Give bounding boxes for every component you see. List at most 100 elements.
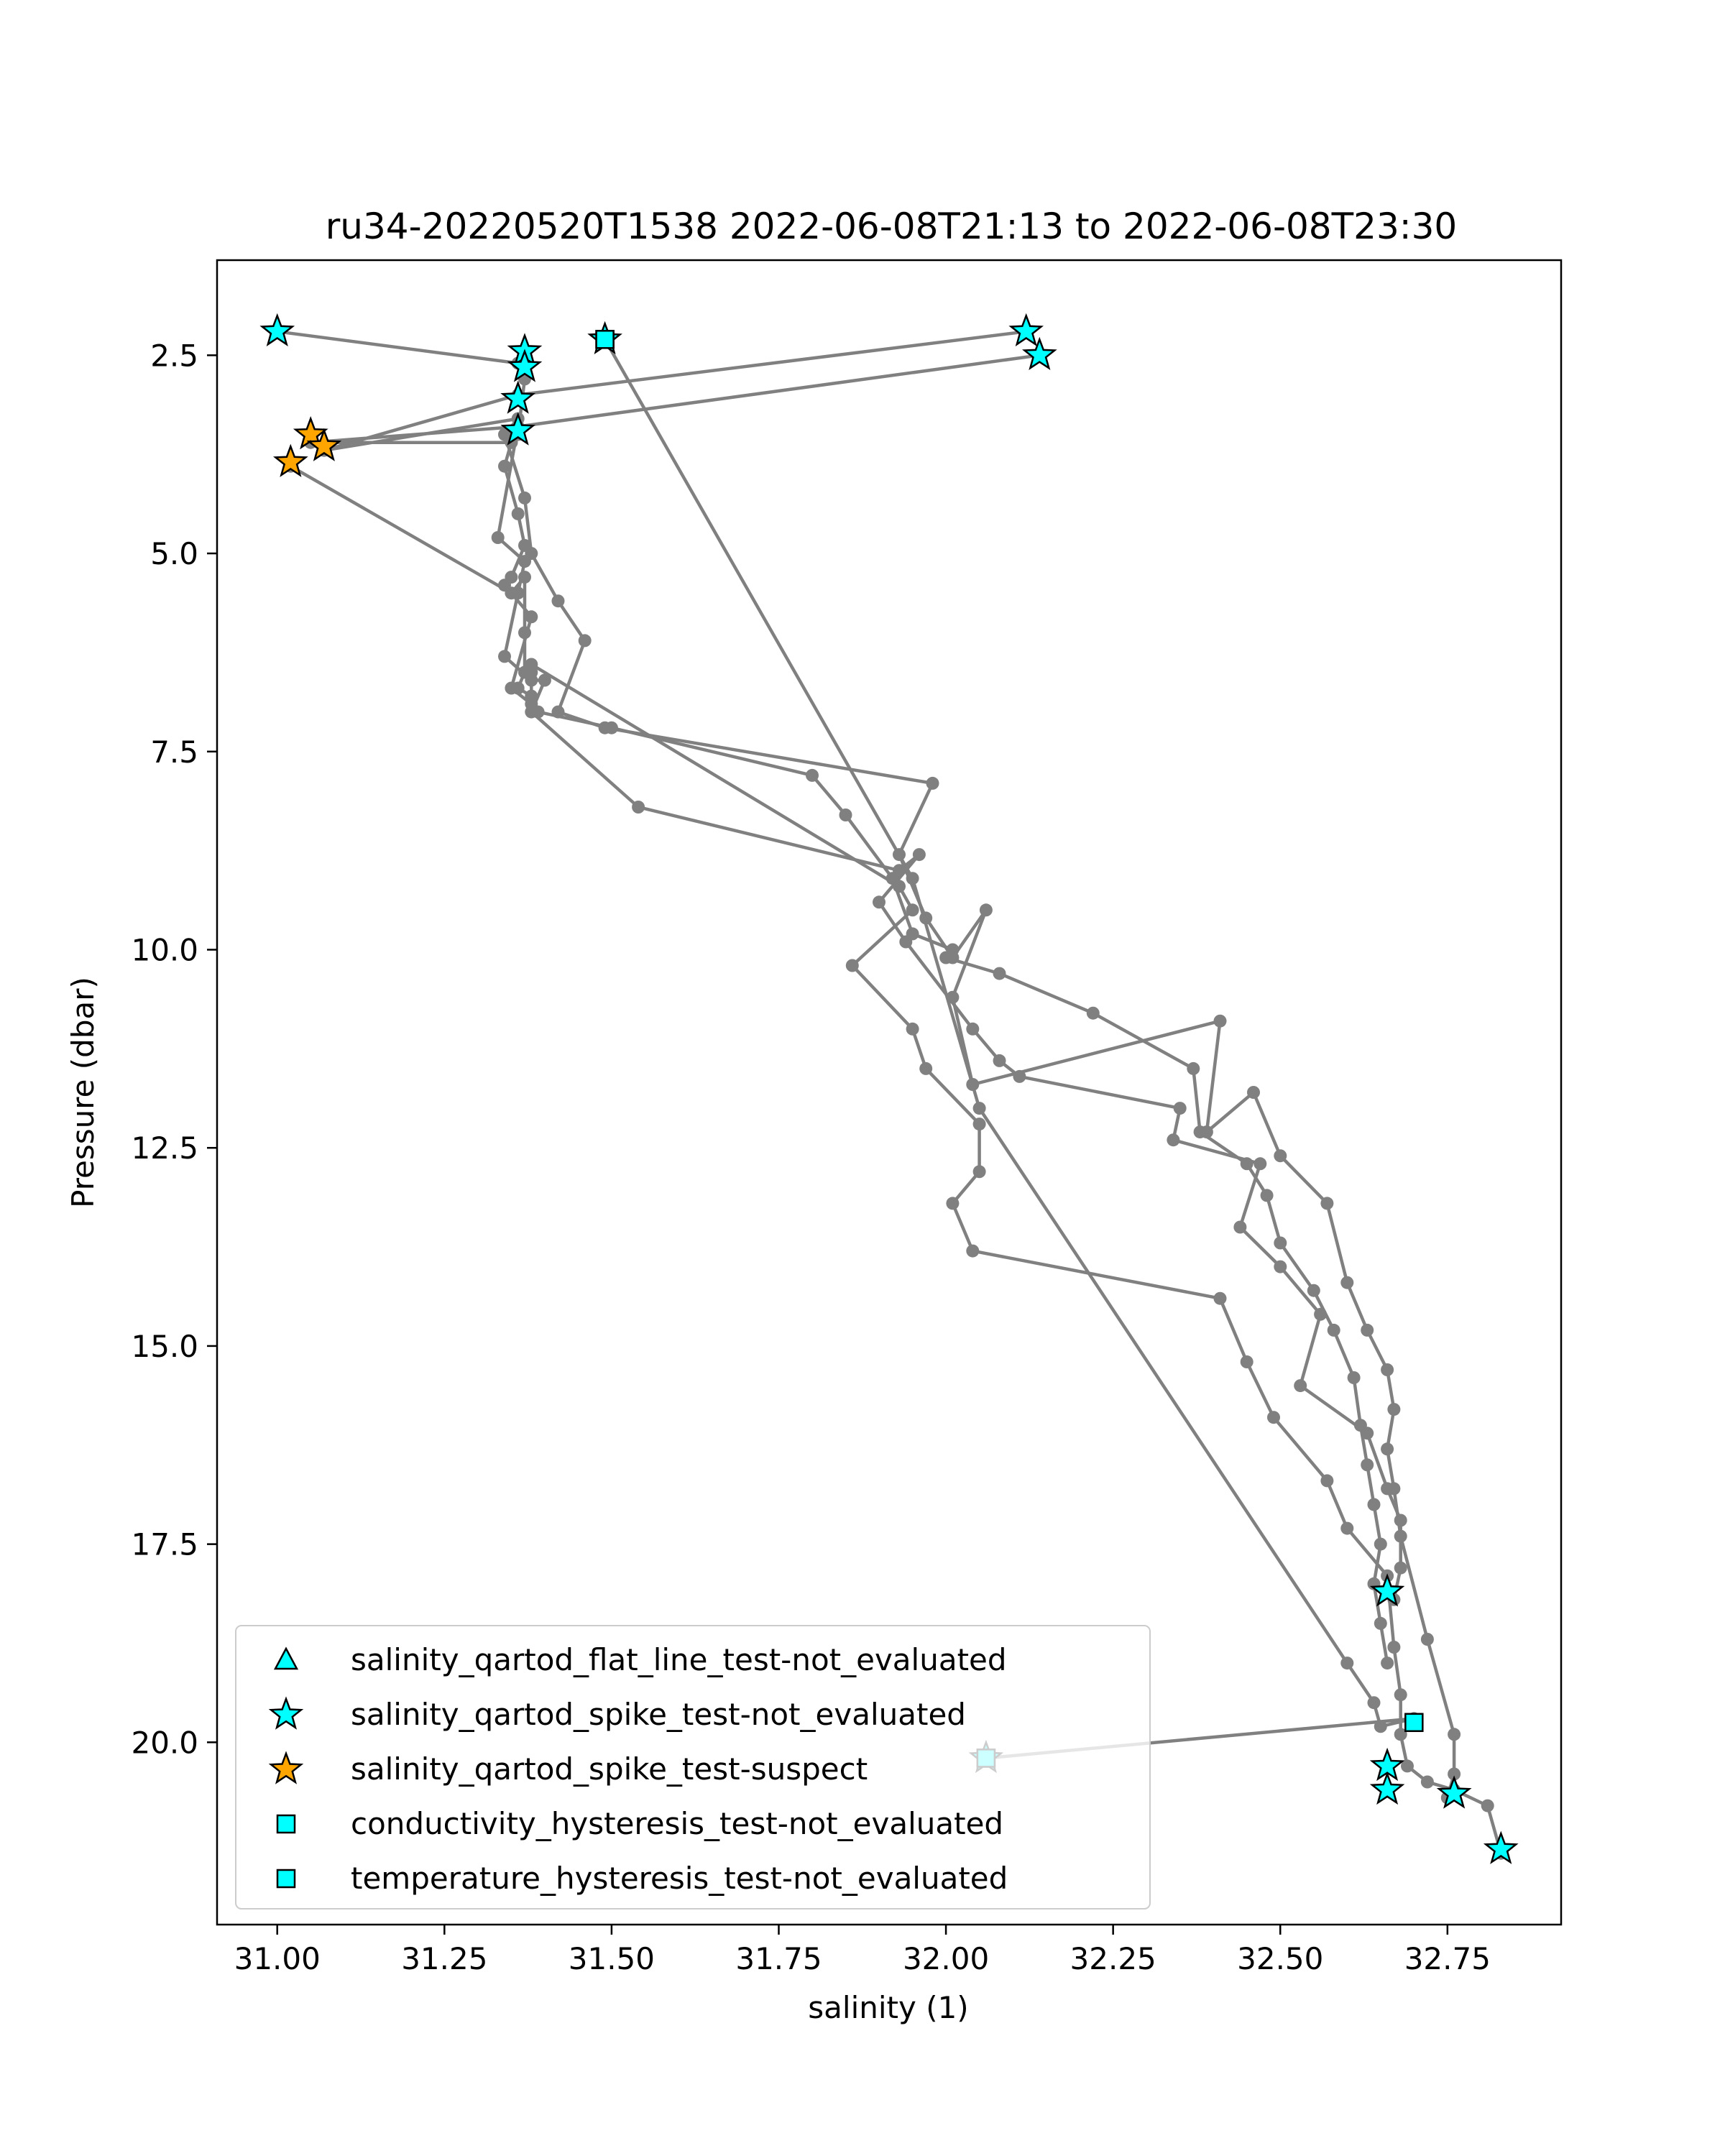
profile-point: [966, 1022, 980, 1036]
profile-point: [946, 1197, 960, 1210]
profile-point: [538, 673, 551, 687]
profile-point: [993, 1054, 1006, 1067]
profile-point: [1320, 1474, 1334, 1488]
y-tick-label: 20.0: [131, 1725, 198, 1760]
profile-point: [1173, 1102, 1187, 1115]
profile-point: [1387, 1641, 1401, 1654]
profile-point: [1374, 1537, 1387, 1551]
qc-marker: [1436, 1775, 1472, 1809]
profile-point: [632, 801, 645, 814]
qc-marker: [1483, 1830, 1519, 1864]
y-tick-label: 2.5: [150, 338, 198, 373]
qc-marker: [259, 313, 295, 346]
profile-point: [1394, 1688, 1407, 1702]
profile-line: [277, 330, 1389, 1664]
profile-point: [1327, 1323, 1340, 1337]
profile-point: [906, 903, 919, 917]
profile-point: [525, 705, 538, 719]
profile-line: [308, 354, 1402, 1602]
y-tick-label: 7.5: [150, 734, 198, 770]
profile-point: [946, 951, 960, 964]
profile-point: [972, 1118, 986, 1131]
profile-point: [1448, 1767, 1461, 1781]
profile-point: [1381, 1442, 1394, 1456]
profile-point: [946, 990, 960, 1004]
profile-point: [893, 848, 906, 862]
legend-label: temperature_hysteresis_test-not_evaluate…: [351, 1861, 1008, 1896]
profile-point: [498, 459, 511, 473]
profile-point: [873, 895, 886, 909]
legend-box: [235, 1625, 1151, 1909]
profile-line: [603, 338, 1416, 1760]
profile-point: [966, 1078, 980, 1091]
qc-markers: [259, 313, 1519, 1864]
profile-point: [899, 935, 913, 949]
profile-point: [505, 586, 518, 600]
profile-point: [1200, 1125, 1213, 1139]
x-tick-label: 32.50: [1237, 1941, 1323, 1976]
qc-marker: [500, 412, 535, 446]
y-tick-label: 12.5: [131, 1130, 198, 1166]
profile-point: [979, 903, 993, 917]
profile-point: [1314, 1307, 1328, 1321]
qc-marker: [1008, 313, 1044, 346]
profile-point: [518, 555, 531, 568]
profile-point: [1167, 1133, 1180, 1147]
qc-marker: [1404, 1713, 1424, 1733]
profile-point: [511, 681, 525, 695]
qc-marker: [272, 443, 308, 477]
profile-point: [906, 1022, 919, 1036]
profile-point: [845, 959, 859, 972]
profile-point: [1367, 1498, 1381, 1511]
profile-point: [1274, 1236, 1287, 1250]
profile-point: [893, 880, 906, 893]
profile-point: [1361, 1323, 1374, 1337]
legend-marker: [276, 1869, 296, 1889]
profile-point: [806, 768, 819, 782]
profile-point: [1394, 1529, 1407, 1543]
profile-point: [1254, 1157, 1267, 1171]
profile-point: [906, 872, 919, 885]
profile-point: [1361, 1458, 1374, 1472]
x-tick-label: 32.25: [1070, 1941, 1156, 1976]
qc-marker: [507, 349, 543, 382]
profile-point: [511, 507, 525, 520]
profile-point: [598, 721, 612, 734]
profile-point: [912, 848, 926, 862]
legend-marker: [273, 1646, 299, 1670]
legend-label: salinity_qartod_flat_line_test-not_evalu…: [351, 1642, 1007, 1677]
profile-point: [1448, 1728, 1461, 1741]
profile-point: [491, 531, 505, 544]
profile-point: [1274, 1260, 1287, 1273]
x-tick-label: 31.50: [569, 1941, 655, 1976]
profile-point: [1233, 1220, 1247, 1234]
profile-point: [1381, 1657, 1394, 1670]
profile-point: [1381, 1363, 1394, 1376]
legend-label: conductivity_hysteresis_test-not_evaluat…: [351, 1806, 1003, 1841]
profile-point: [1240, 1355, 1254, 1368]
y-axis: 2.5 5.0 7.5 10.0 12.5 15.0 17.5 20.0: [131, 338, 217, 1760]
profile-point: [1347, 1371, 1361, 1384]
legend-marker: [268, 1696, 304, 1730]
legend-marker: [268, 1751, 304, 1784]
qc-marker: [1369, 1573, 1405, 1607]
y-tick-label: 5.0: [150, 536, 198, 571]
profile-point: [1086, 1006, 1100, 1020]
profile-point: [518, 491, 531, 505]
profile-point: [1260, 1189, 1274, 1202]
profile-point: [551, 705, 565, 719]
profile-point: [1274, 1149, 1287, 1163]
y-tick-label: 15.0: [131, 1329, 198, 1364]
profile-point: [1374, 1616, 1387, 1630]
profile-point: [525, 610, 538, 624]
profile-point: [1340, 1276, 1354, 1289]
profile-point: [1213, 1014, 1227, 1028]
legend-label: salinity_qartod_spike_test-not_evaluated: [351, 1697, 966, 1732]
profile-point: [893, 864, 906, 877]
profile-point: [993, 967, 1006, 980]
x-axis-label: salinity (1): [808, 1990, 968, 2025]
profile-point: [972, 1102, 986, 1115]
profile-point: [839, 808, 852, 821]
x-tick-label: 31.25: [401, 1941, 487, 1976]
